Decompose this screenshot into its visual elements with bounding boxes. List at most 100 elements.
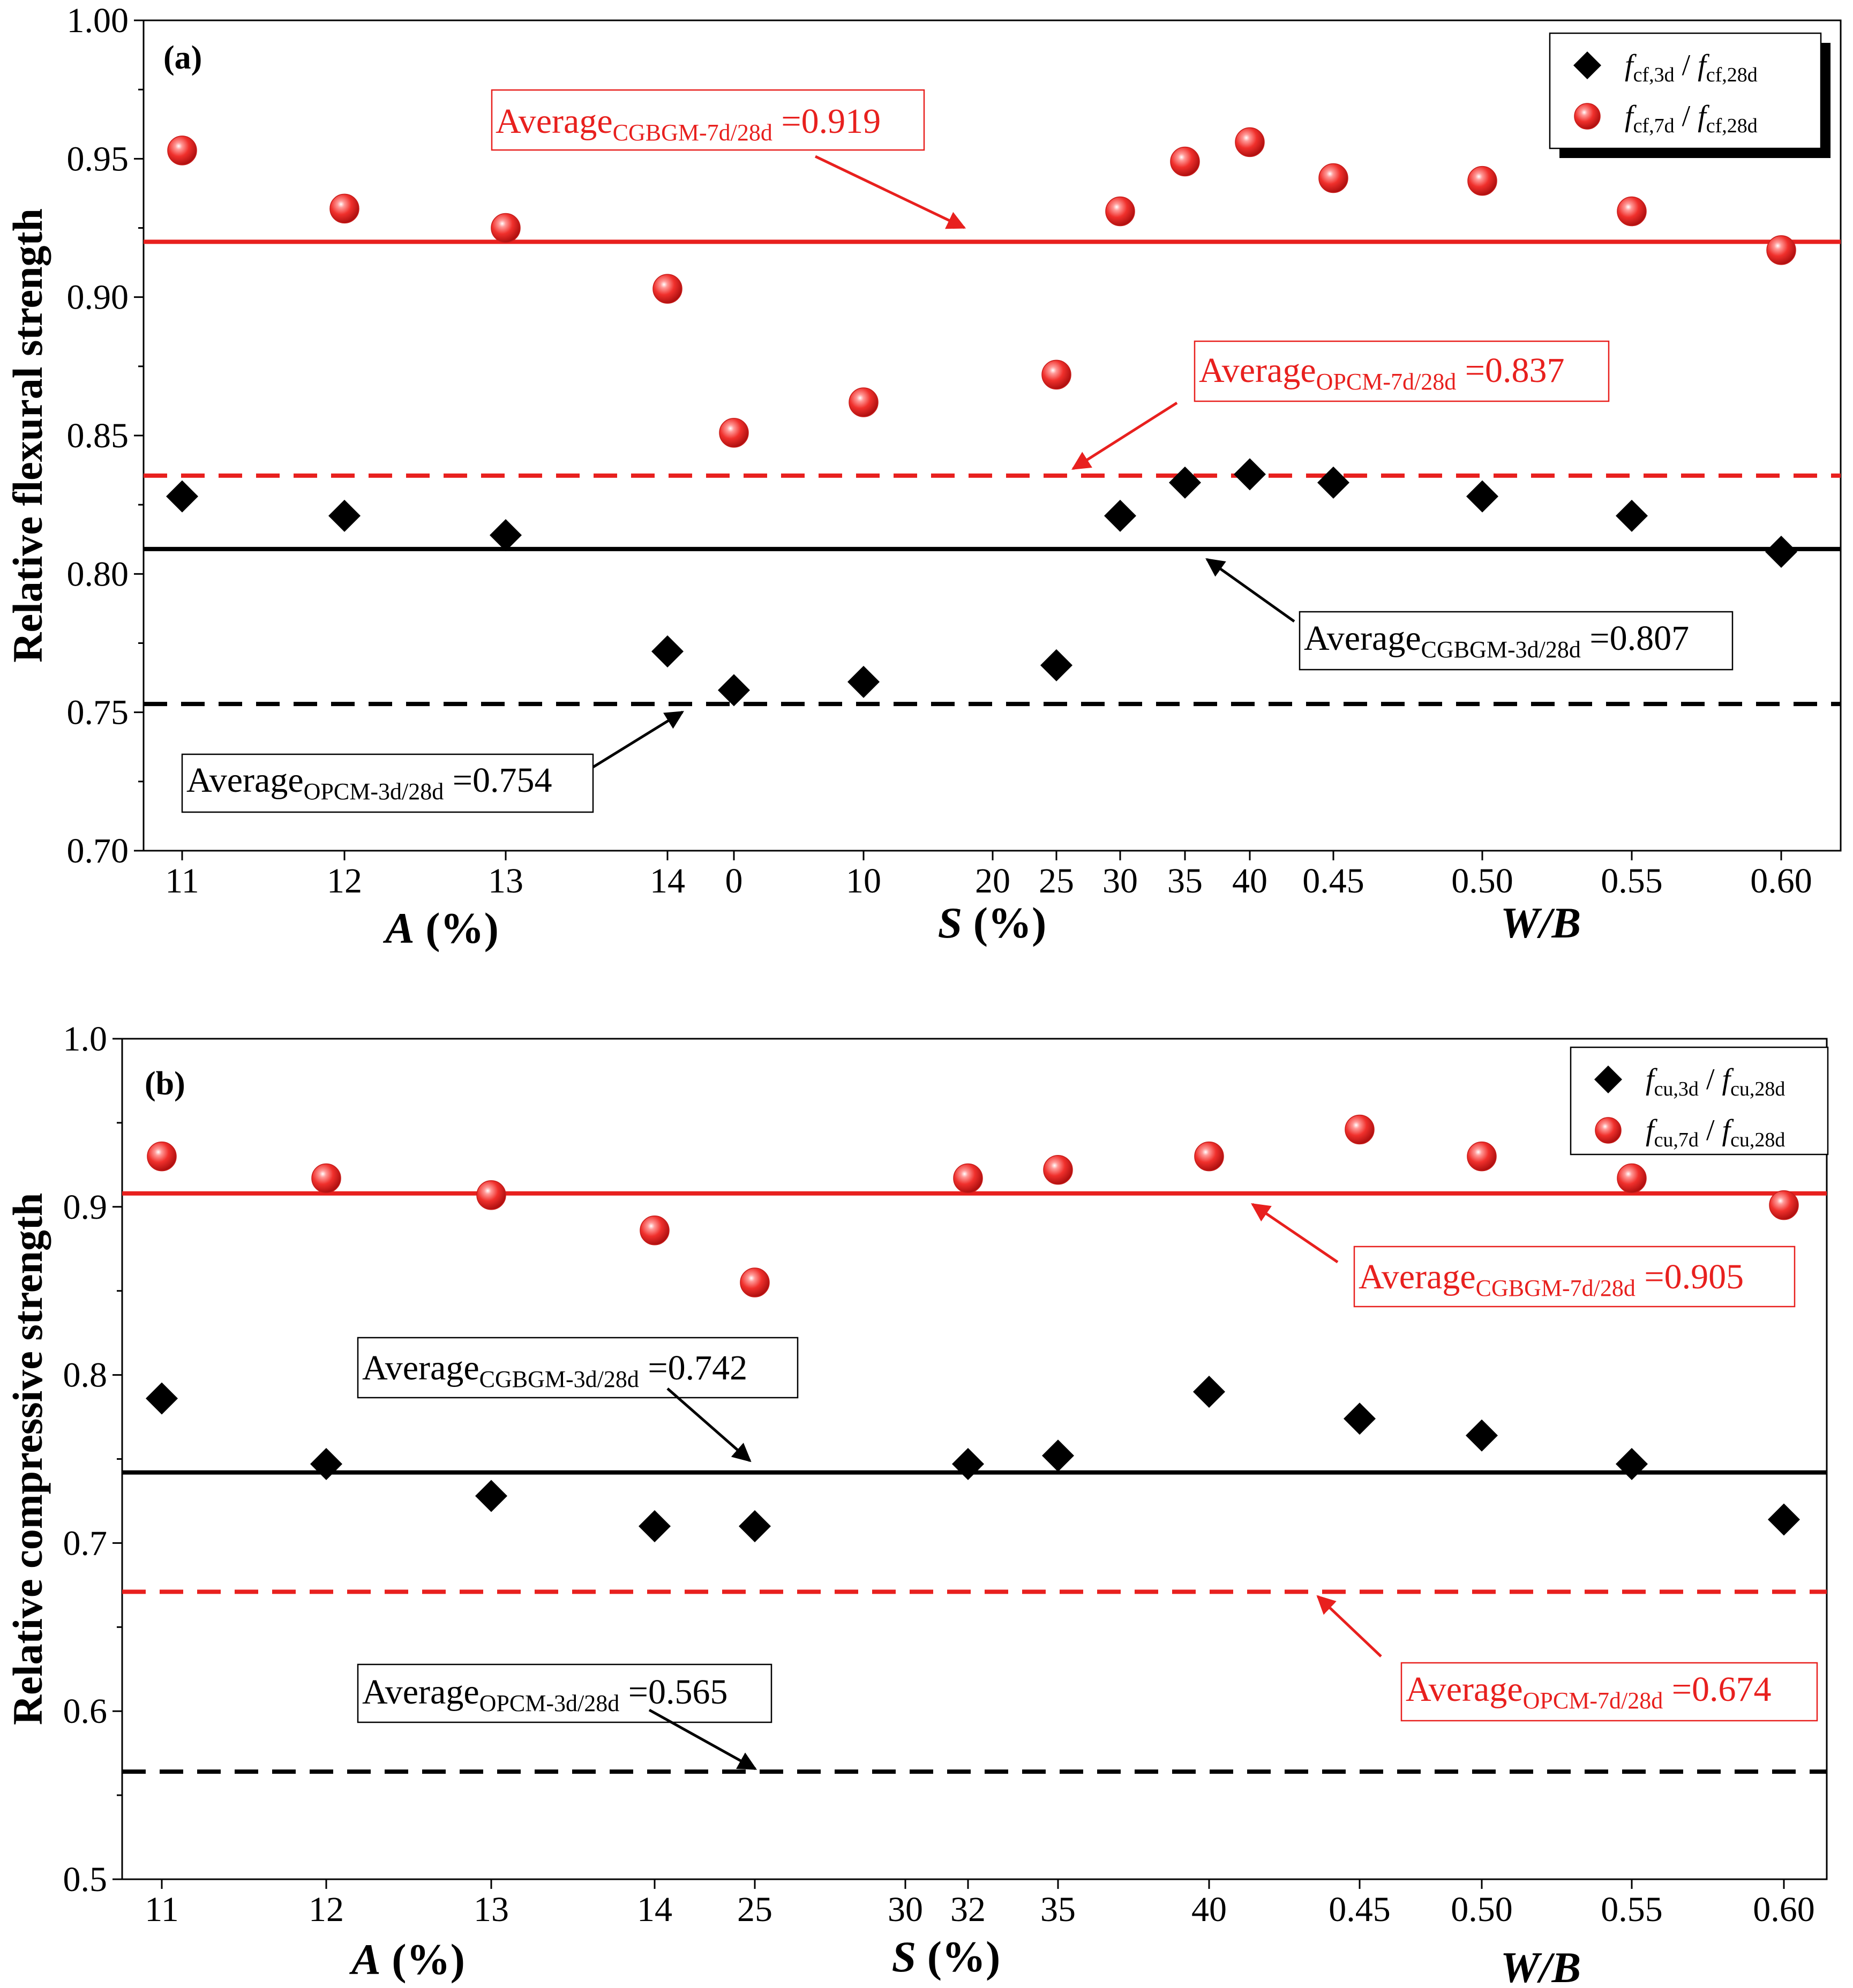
- x-tick-label: 14: [650, 861, 685, 901]
- legend-marker-diamond: [1594, 1066, 1622, 1093]
- data-point-diamond: [1616, 1447, 1648, 1480]
- x-tick-label: 25: [1039, 861, 1074, 901]
- data-point-diamond: [1768, 1503, 1800, 1536]
- data-point-diamond: [1169, 466, 1201, 499]
- data-point-diamond: [1466, 1419, 1498, 1452]
- data-point-diamond: [1616, 499, 1648, 532]
- x-tick-label: 0.45: [1302, 861, 1364, 901]
- y-tick-label: 0.85: [67, 416, 129, 455]
- data-point-sphere: [1105, 196, 1135, 227]
- y-tick-label: 0.6: [63, 1692, 108, 1731]
- data-point-sphere: [1318, 163, 1348, 193]
- x-tick-label: 0.60: [1753, 1890, 1815, 1929]
- annotation-arrow: [648, 1708, 757, 1771]
- x-tick-label: 14: [637, 1890, 672, 1929]
- data-point-diamond: [166, 480, 198, 513]
- annotation-arrow: [1205, 558, 1295, 623]
- data-point-diamond: [639, 1510, 671, 1543]
- data-point-diamond: [1765, 536, 1797, 568]
- data-point-diamond: [1104, 499, 1136, 532]
- legend-marker-sphere: [1595, 1117, 1622, 1144]
- data-point-sphere: [1345, 1114, 1375, 1145]
- x-tick-label: 40: [1232, 861, 1267, 901]
- data-point-diamond: [1317, 466, 1349, 499]
- panel-b-compressive: 0.5 0.6 0.7 0.8 0.9 1.0 11 12 13 14 A (%) 25 30 32 35 4…: [4, 1019, 1829, 1988]
- data-point-sphere: [311, 1163, 341, 1194]
- average-annotation-text: AverageCGBGM-3d/28d =0.742: [362, 1348, 747, 1392]
- data-point-sphere: [652, 274, 682, 304]
- x-tick-label: 11: [165, 861, 199, 901]
- annotation-arrow: [1071, 401, 1178, 470]
- data-point-diamond: [310, 1447, 342, 1480]
- annotation-arrow: [1251, 1203, 1339, 1264]
- data-point-sphere: [167, 136, 197, 166]
- average-annotation-box: [1194, 340, 1610, 402]
- data-point-sphere: [1617, 1163, 1647, 1194]
- x-tick-label: 12: [327, 861, 362, 901]
- average-annotation-text: AverageCGBGM-7d/28d =0.905: [1359, 1257, 1744, 1301]
- y-tick-label: 0.80: [67, 554, 129, 594]
- x-tick-label: 35: [1040, 1890, 1076, 1929]
- legend-box: [1570, 1046, 1829, 1156]
- data-point-diamond: [1466, 480, 1498, 513]
- panel-a-flexural: 0.70 0.75 0.80 0.85 0.90 0.95 1.00 11 12 13 14 A (%…: [4, 1, 1842, 952]
- legend-label: fcu,3d / fcu,28d: [1646, 1063, 1785, 1100]
- data-point-sphere: [147, 1141, 177, 1172]
- y-tick-label: 0.75: [67, 693, 129, 732]
- data-point-sphere: [1467, 1141, 1497, 1172]
- annotation-arrow: [666, 1387, 752, 1462]
- data-point-sphere: [740, 1267, 770, 1297]
- data-point-sphere: [1617, 196, 1647, 227]
- annotation-arrow: [814, 155, 966, 229]
- data-point-sphere: [1043, 1155, 1073, 1185]
- x-group-label: S (%): [938, 898, 1047, 947]
- data-point-diamond: [651, 635, 684, 667]
- data-point-sphere: [1235, 127, 1265, 157]
- x-tick-label: 13: [474, 1890, 509, 1929]
- x-tick-label: 12: [309, 1890, 344, 1929]
- x-tick-label: 0.60: [1750, 861, 1812, 901]
- data-point-diamond: [739, 1510, 771, 1543]
- data-point-diamond: [1042, 1439, 1074, 1472]
- x-tick-label: 10: [846, 861, 881, 901]
- data-point-sphere: [476, 1180, 506, 1210]
- y-tick-label: 1.0: [63, 1019, 108, 1059]
- x-group-label: A (%): [349, 1935, 465, 1984]
- x-tick-label: 32: [950, 1890, 986, 1929]
- y-tick-label: 0.90: [67, 278, 129, 317]
- data-point-sphere: [329, 193, 359, 224]
- legend-label: fcu,7d / fcu,28d: [1646, 1114, 1785, 1151]
- legend-marker-diamond: [1573, 51, 1601, 79]
- x-tick-label: 30: [888, 1890, 923, 1929]
- legend-box: [1549, 32, 1822, 149]
- data-point-diamond: [1234, 458, 1266, 491]
- average-annotation-text: AverageOPCM-7d/28d =0.837: [1199, 351, 1564, 395]
- data-point-sphere: [491, 213, 521, 243]
- average-annotation-box: [357, 1663, 772, 1723]
- data-point-diamond: [847, 665, 880, 698]
- average-annotation-box: [1299, 611, 1734, 671]
- x-group-label: W/B: [1501, 1943, 1581, 1985]
- legend-label: fcf,3d / fcf,28d: [1625, 49, 1758, 86]
- average-annotation-text: AverageOPCM-3d/28d =0.754: [186, 761, 552, 805]
- y-axis-label: Relative flexural strength: [4, 208, 51, 663]
- legend-marker-sphere: [1574, 103, 1601, 130]
- average-annotation-text: AverageCGBGM-3d/28d =0.807: [1304, 619, 1689, 663]
- data-point-sphere: [640, 1215, 670, 1246]
- data-point-sphere: [849, 387, 879, 417]
- x-tick-label: 0: [725, 861, 743, 901]
- data-point-sphere: [953, 1163, 983, 1194]
- x-tick-label: 0.55: [1601, 861, 1663, 901]
- data-point-sphere: [1041, 359, 1071, 390]
- data-point-diamond: [328, 499, 361, 532]
- average-annotation-box: [181, 753, 594, 813]
- y-tick-label: 0.7: [63, 1524, 108, 1563]
- average-annotation-box: [491, 89, 925, 151]
- data-point-sphere: [719, 418, 749, 448]
- annotation-arrow: [592, 710, 684, 769]
- panel-tag: (a): [163, 40, 202, 76]
- y-tick-label: 0.8: [63, 1356, 108, 1395]
- average-annotation-box: [1353, 1246, 1796, 1308]
- data-point-diamond: [952, 1447, 984, 1480]
